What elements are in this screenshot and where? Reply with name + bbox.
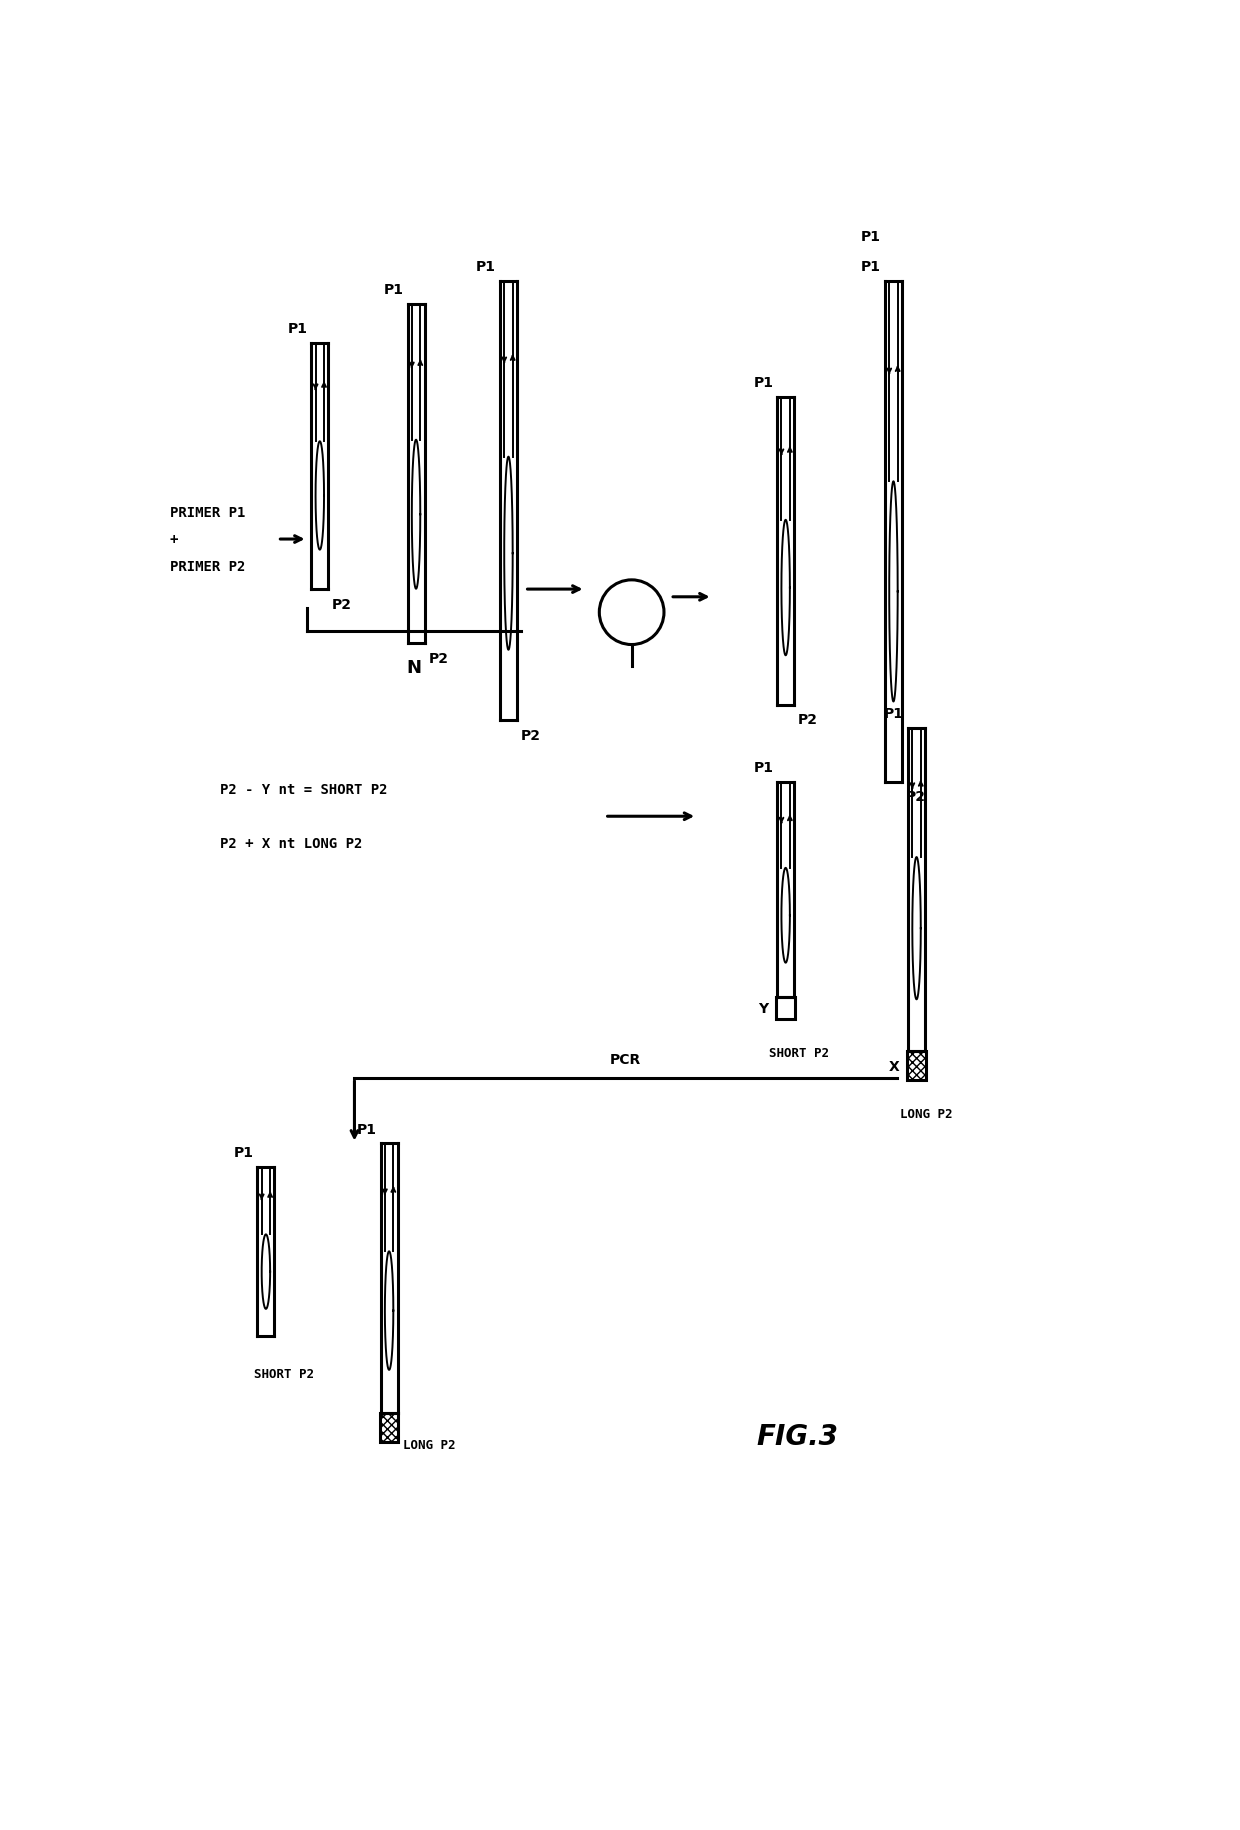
Text: P1: P1 [288,322,308,337]
Text: P2: P2 [521,728,541,743]
Text: P2 - Y nt = SHORT P2: P2 - Y nt = SHORT P2 [219,783,387,796]
Text: Y: Y [759,1001,769,1016]
Bar [776,997,795,1019]
Text: P1: P1 [476,260,496,274]
Text: LONG P2: LONG P2 [899,1107,952,1120]
Text: P1: P1 [754,375,774,390]
Text: PRIMER P2: PRIMER P2 [170,560,246,573]
Bar [908,1052,926,1082]
Text: +: + [170,533,179,547]
Text: P1: P1 [754,761,774,774]
Text: SHORT P2: SHORT P2 [769,1047,828,1060]
Text: P1: P1 [861,260,882,274]
Text: PCR: PCR [610,1052,641,1067]
Text: PRIMER P1: PRIMER P1 [170,505,246,520]
Text: P2: P2 [905,791,926,803]
Text: SHORT P2: SHORT P2 [253,1367,314,1380]
Text: P2: P2 [332,597,352,611]
Text: P2 + X nt LONG P2: P2 + X nt LONG P2 [219,836,362,851]
Text: P1: P1 [383,284,404,296]
Bar [379,1413,398,1442]
Text: P1: P1 [233,1146,253,1158]
Text: P1: P1 [884,706,904,721]
Text: P1: P1 [861,229,882,243]
Text: P2: P2 [799,714,818,727]
Text: P2: P2 [428,651,449,666]
Text: P1: P1 [357,1122,377,1136]
Text: N: N [407,659,422,677]
Text: X: X [889,1060,899,1072]
Text: LONG P2: LONG P2 [403,1438,455,1451]
Text: FIG.3: FIG.3 [756,1422,838,1451]
